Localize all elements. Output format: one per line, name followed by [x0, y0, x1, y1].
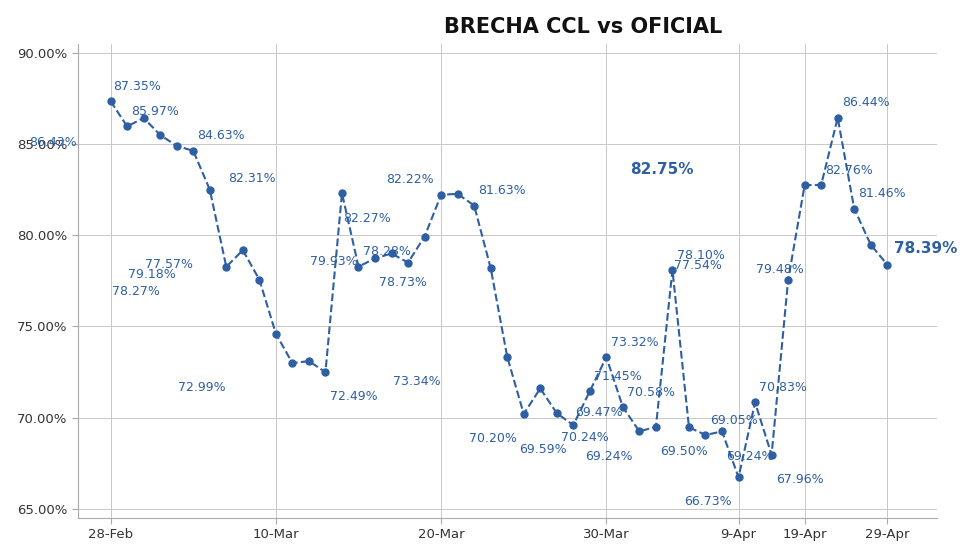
Text: 70.83%: 70.83% — [760, 381, 808, 394]
Text: 69.47%: 69.47% — [574, 406, 622, 419]
Text: 86.43%: 86.43% — [29, 136, 77, 149]
Text: 86.44%: 86.44% — [842, 97, 890, 109]
Text: 69.24%: 69.24% — [726, 450, 773, 463]
Text: 69.05%: 69.05% — [710, 413, 758, 427]
Text: 78.28%: 78.28% — [363, 246, 411, 258]
Text: 70.24%: 70.24% — [561, 431, 609, 444]
Text: 77.54%: 77.54% — [673, 259, 721, 272]
Text: 72.99%: 72.99% — [178, 381, 225, 394]
Text: 82.27%: 82.27% — [343, 212, 391, 225]
Text: 82.22%: 82.22% — [386, 174, 434, 186]
Text: 66.73%: 66.73% — [684, 496, 732, 508]
Text: 69.50%: 69.50% — [661, 445, 708, 458]
Text: 82.76%: 82.76% — [825, 163, 873, 176]
Text: 79.48%: 79.48% — [757, 263, 804, 276]
Text: 81.46%: 81.46% — [858, 187, 906, 200]
Text: 78.27%: 78.27% — [112, 285, 160, 298]
Text: 77.57%: 77.57% — [145, 258, 193, 271]
Text: 78.39%: 78.39% — [894, 241, 957, 256]
Text: 82.31%: 82.31% — [227, 172, 275, 185]
Text: 69.59%: 69.59% — [518, 443, 566, 456]
Text: 82.75%: 82.75% — [630, 162, 694, 177]
Text: 87.35%: 87.35% — [114, 80, 162, 93]
Text: 70.20%: 70.20% — [468, 432, 516, 445]
Text: 85.97%: 85.97% — [131, 105, 179, 118]
Text: 67.96%: 67.96% — [776, 473, 823, 486]
Text: 72.49%: 72.49% — [329, 390, 377, 403]
Text: 70.58%: 70.58% — [627, 386, 675, 399]
Text: 73.32%: 73.32% — [611, 336, 659, 349]
Text: 78.73%: 78.73% — [379, 276, 427, 290]
Text: 81.63%: 81.63% — [478, 184, 526, 197]
Text: 78.10%: 78.10% — [676, 248, 724, 262]
Text: 79.93%: 79.93% — [311, 254, 358, 268]
Text: 69.24%: 69.24% — [585, 450, 632, 463]
Text: 79.18%: 79.18% — [128, 268, 176, 281]
Text: 73.34%: 73.34% — [393, 375, 441, 388]
Text: 84.63%: 84.63% — [197, 129, 245, 142]
Text: 71.45%: 71.45% — [594, 370, 642, 383]
Text: BRECHA CCL vs OFICIAL: BRECHA CCL vs OFICIAL — [444, 17, 722, 37]
